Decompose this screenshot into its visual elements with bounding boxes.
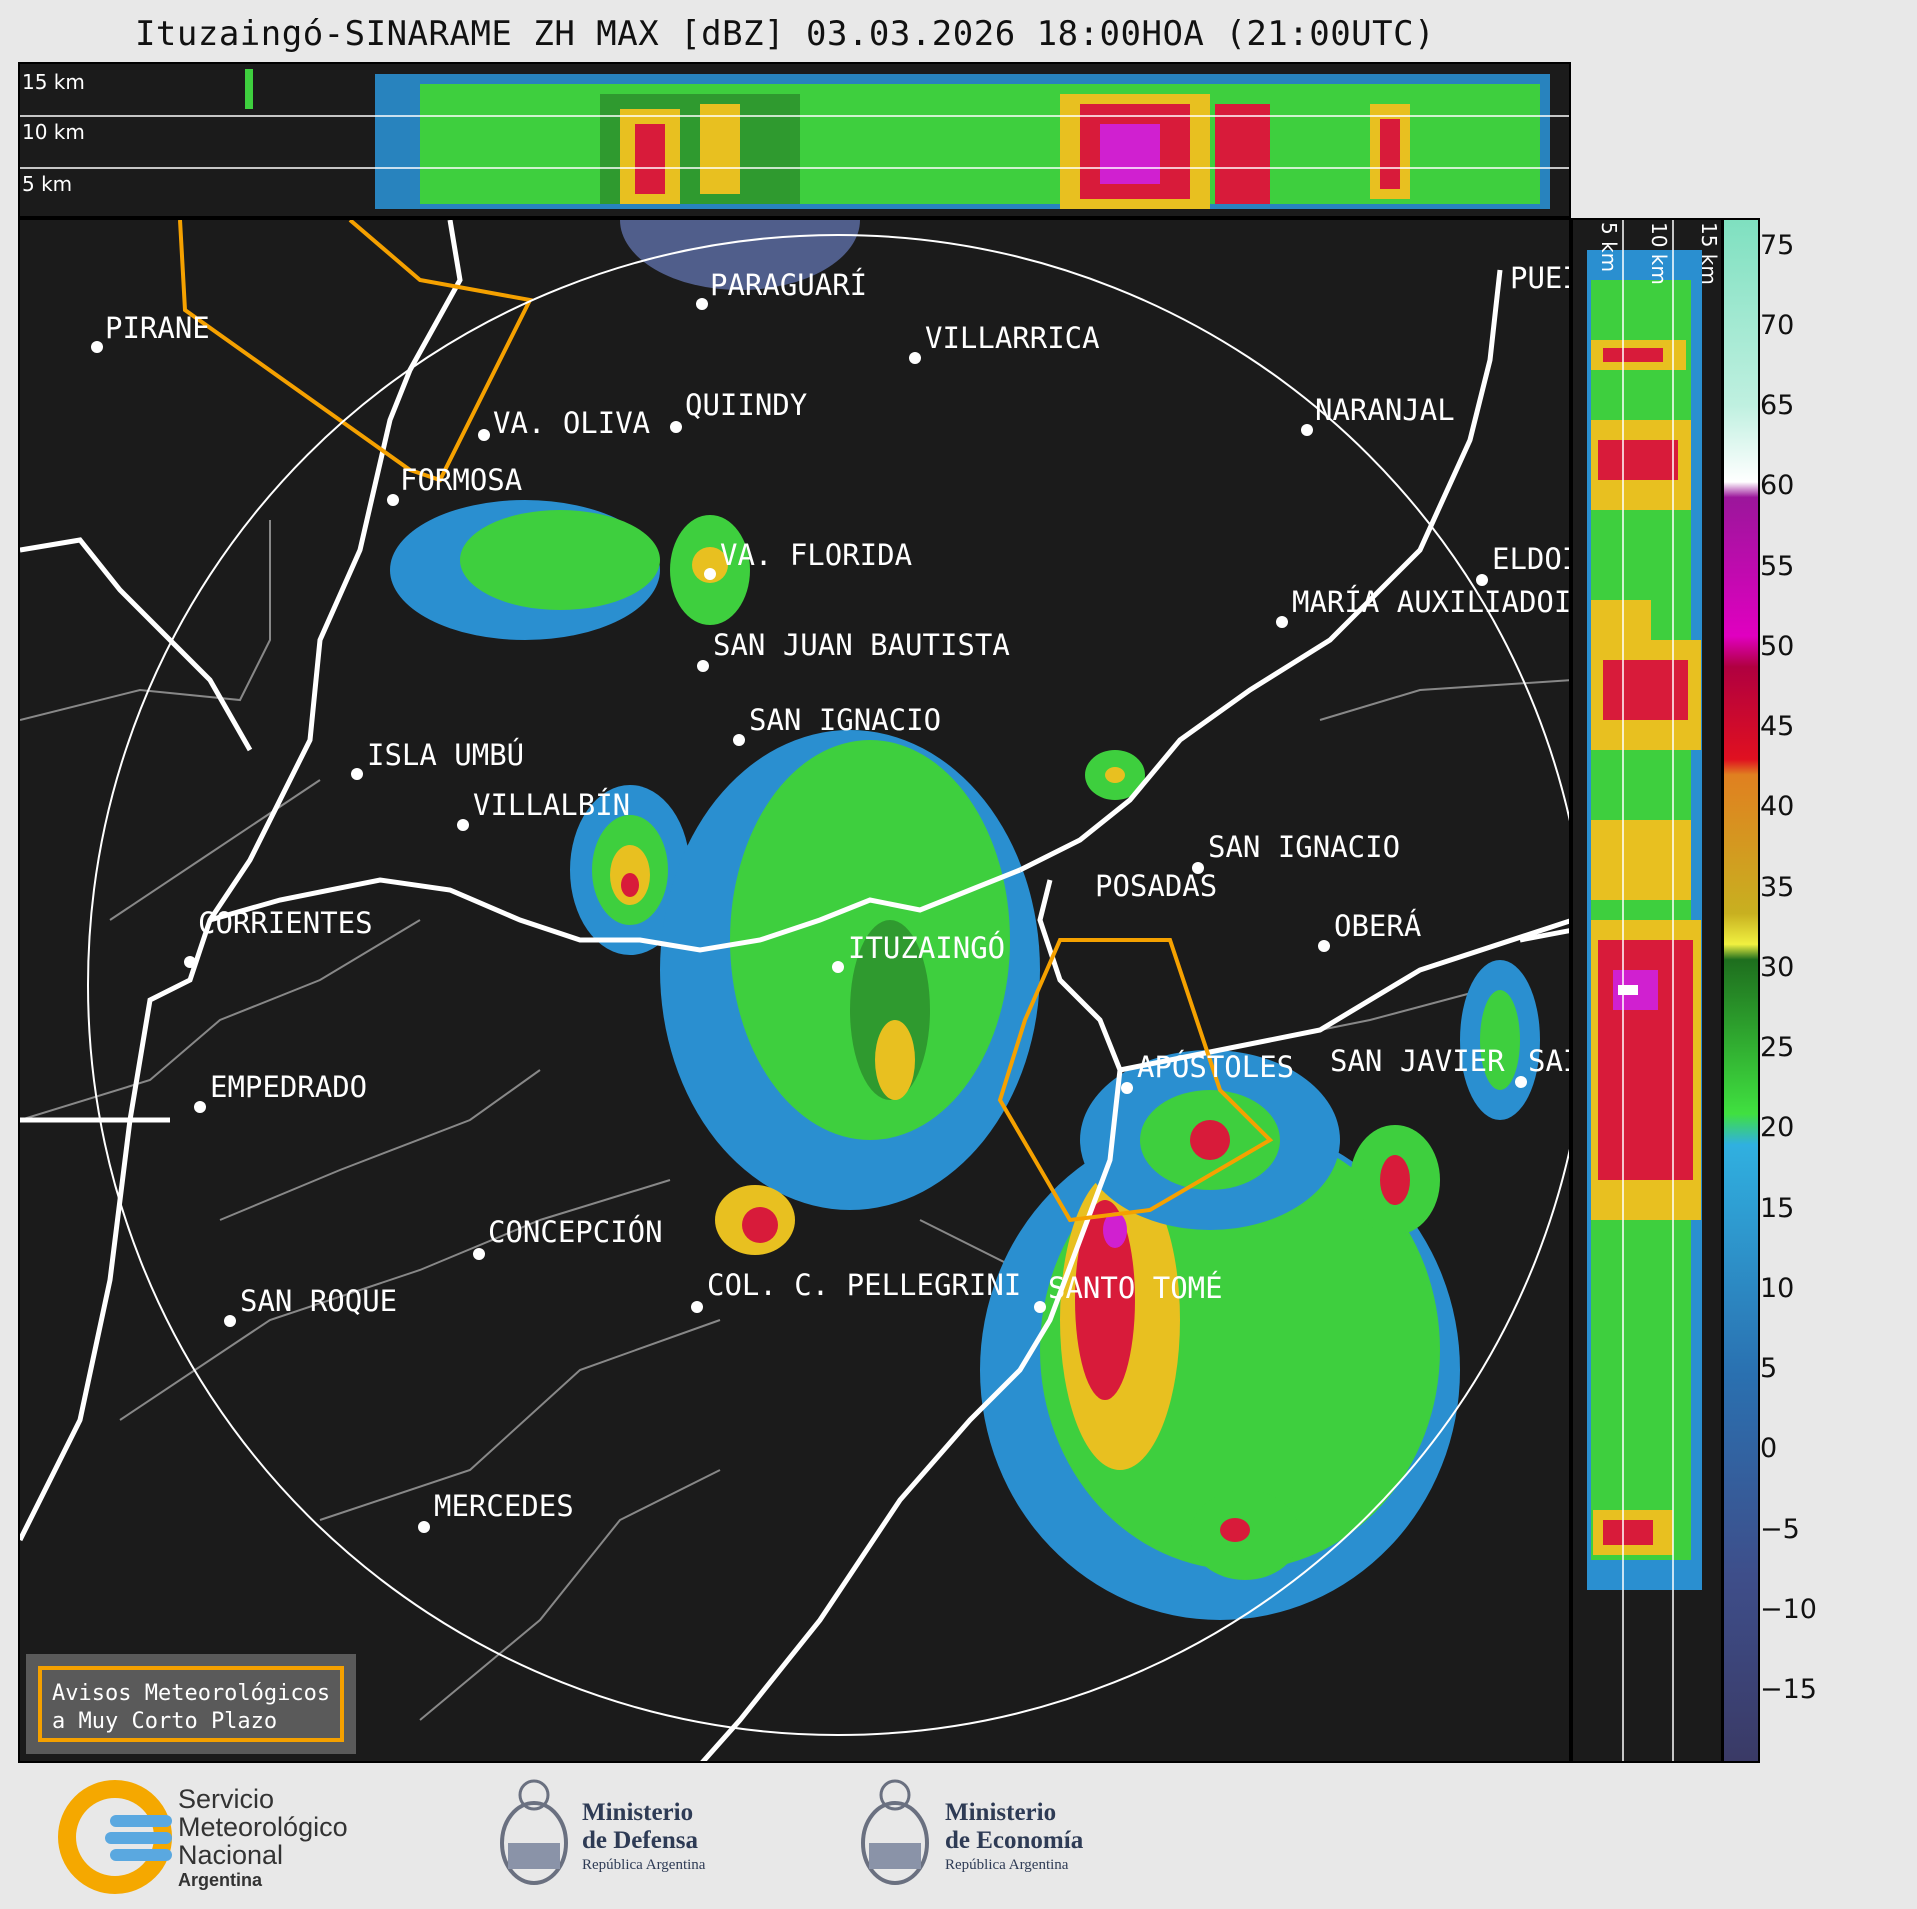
city-label: VA. FLORIDA — [720, 538, 912, 572]
defensa-line1: Ministerio — [582, 1799, 694, 1826]
city-label: VILLARRICA — [925, 321, 1100, 355]
radar-map-canvas: PARAGUARÍ PIRANE VILLARRICA QUIINDY VA. … — [20, 220, 1571, 1761]
smn-logo-icon — [58, 1780, 172, 1894]
city-label: OBERÁ — [1334, 909, 1421, 943]
city-label: SAN JAVIER — [1330, 1044, 1505, 1078]
rivers — [20, 220, 1569, 1761]
smn-line1: Servicio — [178, 1784, 275, 1814]
colorbar-tick: 30 — [1760, 952, 1795, 983]
warning-legend: Avisos Meteorológicos a Muy Corto Plazo — [26, 1654, 356, 1754]
height-label-10km: 10 km — [22, 120, 85, 144]
colorbar-gradient — [1724, 220, 1758, 1761]
argentina-coat-of-arms-icon — [861, 1779, 929, 1885]
warning-legend-line2: a Muy Corto Plazo — [52, 1709, 278, 1734]
colorbar-tick: 25 — [1760, 1032, 1795, 1063]
city-label: SAN IGNACIO — [749, 703, 941, 737]
city-label: SAN ROQUE — [240, 1284, 397, 1318]
city-label: PIRANE — [105, 311, 210, 345]
city-label: POSADAS — [1095, 869, 1217, 903]
height-label-15km: 15 km — [1697, 222, 1721, 285]
city-label: SAI — [1528, 1044, 1571, 1078]
city-label: APÓSTOLES — [1137, 1050, 1294, 1084]
city-label: SANTO TOMÉ — [1048, 1271, 1223, 1305]
height-label-10km: 10 km — [1647, 222, 1671, 285]
city-label: SAN JUAN BAUTISTA — [713, 628, 1010, 662]
city-markers — [91, 298, 1527, 1533]
colorbar-tick: 5 — [1760, 1353, 1778, 1384]
height-label-5km: 5 km — [22, 172, 73, 196]
colorbar-tick: 15 — [1760, 1193, 1795, 1224]
city-label: QUIINDY — [685, 388, 807, 422]
smn-logo-text: Servicio Meteorológico Nacional Argentin… — [178, 1785, 348, 1891]
city-label: VA. OLIVA — [493, 406, 650, 440]
city-label: COL. C. PELLEGRINI — [707, 1268, 1021, 1302]
height-label-5km: 5 km — [1597, 222, 1621, 273]
range-ring — [87, 234, 1569, 1736]
economia-logo-text: Ministerio de Economía República Argenti… — [945, 1799, 1083, 1875]
warning-legend-frame: Avisos Meteorológicos a Muy Corto Plazo — [38, 1666, 344, 1742]
smn-line3: Nacional — [178, 1840, 284, 1870]
colorbar-tick: −15 — [1760, 1674, 1817, 1705]
colorbar-tick: 40 — [1760, 791, 1795, 822]
colorbar-tick: 55 — [1760, 551, 1795, 582]
radar-echoes — [390, 220, 1540, 1620]
colorbar-tick: −5 — [1760, 1514, 1800, 1545]
warning-polygons — [178, 220, 1274, 1223]
colorbar — [1722, 218, 1760, 1763]
colorbar-tick: 35 — [1760, 872, 1795, 903]
city-label: PARAGUARÍ — [710, 268, 867, 302]
city-label: FORMOSA — [400, 463, 522, 497]
colorbar-tick: 65 — [1760, 390, 1795, 421]
colorbar-tick: 60 — [1760, 470, 1795, 501]
city-label: MERCEDES — [434, 1489, 574, 1523]
top-cross-section-echo — [20, 69, 1569, 209]
defensa-line3: República Argentina — [582, 1857, 706, 1873]
colorbar-tick: 20 — [1760, 1112, 1795, 1143]
city-label: PUEI — [1510, 261, 1571, 295]
argentina-coat-of-arms-icon — [500, 1779, 568, 1885]
defensa-line2: de Defensa — [582, 1827, 698, 1854]
economia-line3: República Argentina — [945, 1857, 1069, 1873]
colorbar-tick: 75 — [1760, 230, 1795, 261]
colorbar-tick: −10 — [1760, 1594, 1817, 1625]
city-label: CONCEPCIÓN — [488, 1215, 663, 1249]
city-label: NARANJAL — [1315, 393, 1455, 427]
colorbar-tick: 50 — [1760, 631, 1795, 662]
side-cross-section-echo — [1587, 220, 1702, 1761]
height-label-15km: 15 km — [22, 70, 85, 94]
footer: Servicio Meteorológico Nacional Argentin… — [0, 1763, 1917, 1909]
city-label: ITUZAINGÓ — [848, 931, 1005, 965]
page-title: Ituzaingó-SINARAME ZH MAX [dBZ] 03.03.20… — [134, 14, 1436, 54]
side-cross-section: 5 km 10 km 15 km — [1571, 218, 1723, 1763]
smn-line4: Argentina — [178, 1870, 263, 1890]
city-label: CORRIENTES — [198, 906, 373, 940]
city-label: MARÍA AUXILIADOI — [1292, 585, 1571, 619]
city-label: SAN IGNACIO — [1208, 830, 1400, 864]
city-label: ELDOI — [1492, 542, 1571, 576]
top-cross-section: 15 km 10 km 5 km — [18, 62, 1571, 218]
city-label: ISLA UMBÚ — [367, 738, 524, 772]
warning-legend-line1: Avisos Meteorológicos — [52, 1681, 331, 1706]
colorbar-tick: 70 — [1760, 310, 1795, 341]
colorbar-tick: 45 — [1760, 711, 1795, 742]
colorbar-tick: 10 — [1760, 1273, 1795, 1304]
economia-line1: Ministerio — [945, 1799, 1057, 1826]
city-label: VILLALBÍN — [473, 788, 630, 822]
city-label: EMPEDRADO — [210, 1070, 367, 1104]
defensa-logo-text: Ministerio de Defensa República Argentin… — [582, 1799, 705, 1875]
radar-map[interactable]: PARAGUARÍ PIRANE VILLARRICA QUIINDY VA. … — [18, 218, 1571, 1763]
colorbar-tick: 0 — [1760, 1433, 1778, 1464]
smn-line2: Meteorológico — [178, 1812, 348, 1842]
economia-line2: de Economía — [945, 1827, 1084, 1854]
